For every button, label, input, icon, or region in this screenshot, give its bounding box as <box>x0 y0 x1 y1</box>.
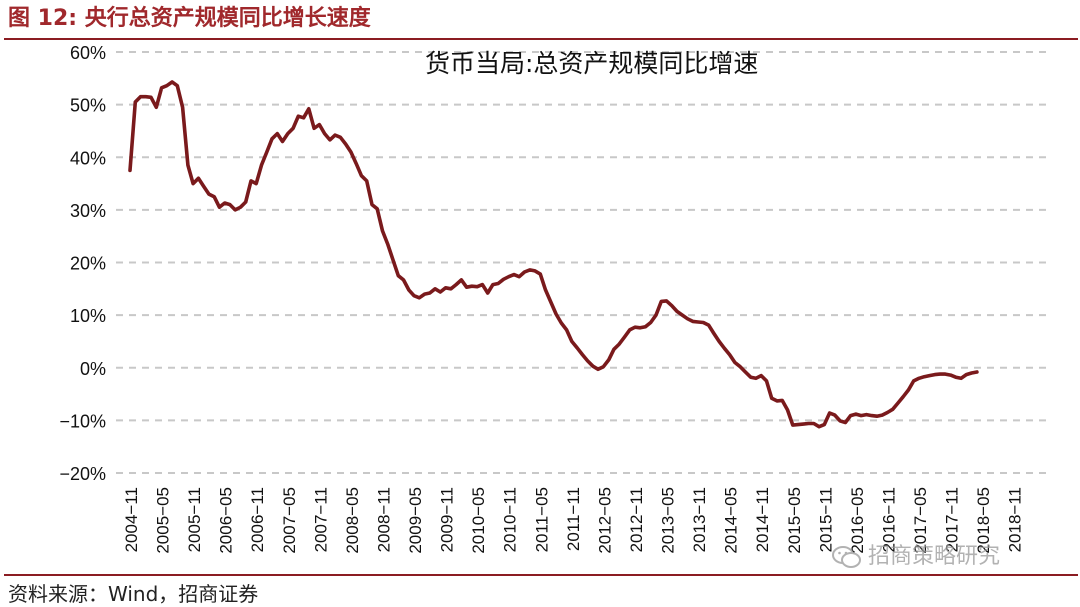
x-tick-label: 2017−11 <box>943 487 962 552</box>
y-tick-label: 0% <box>80 359 106 379</box>
y-tick-label: 10% <box>70 306 106 326</box>
x-tick-label: 2018−05 <box>974 487 993 554</box>
line-chart: −20% −10% 0% 10% 20% 30% 40% 50% 60% 2004−11 2005… <box>59 43 1048 554</box>
x-tick-label: 2007−11 <box>311 487 330 552</box>
watermark: 招商策略研究 <box>832 538 1000 570</box>
series-layer <box>128 80 979 429</box>
x-tick-label: 2017−05 <box>911 487 930 554</box>
x-tick-label: 2011−05 <box>532 487 551 552</box>
y-axis-ticks: −20% −10% 0% 10% 20% 30% 40% 50% 60% <box>59 43 106 484</box>
title-divider <box>4 38 1078 40</box>
x-tick-label: 2014−05 <box>722 487 741 554</box>
wechat-icon <box>832 546 861 568</box>
x-tick-label: 2005−11 <box>185 487 204 552</box>
x-tick-label: 2012−05 <box>595 487 614 554</box>
figure-title: 图 12: 央行总资产规模同比增长速度 <box>8 6 371 31</box>
x-tick-label: 2015−11 <box>816 487 835 552</box>
x-axis-ticks: 2004−11 2005−05 2005−11 2006−05 2006−11 2007−… <box>122 487 1025 554</box>
x-tick-label: 2015−05 <box>785 487 804 554</box>
x-tick-label: 2013−11 <box>690 487 709 552</box>
series-line <box>128 80 979 429</box>
x-tick-label: 2013−05 <box>659 487 678 554</box>
x-tick-label: 2006−11 <box>248 487 267 552</box>
x-tick-label: 2004−11 <box>122 487 141 552</box>
y-tick-label: −10% <box>59 411 106 431</box>
y-tick-label: 50% <box>70 96 106 116</box>
x-tick-label: 2014−11 <box>753 487 772 552</box>
x-tick-label: 2007−05 <box>280 487 299 554</box>
x-tick-label: 2008−11 <box>374 487 393 552</box>
y-tick-label: −20% <box>59 464 106 484</box>
x-tick-label: 2016−05 <box>848 487 867 554</box>
y-tick-label: 60% <box>70 43 106 63</box>
x-tick-label: 2011−11 <box>564 487 583 551</box>
x-tick-label: 2012−11 <box>627 487 646 552</box>
source-note: 资料来源：Wind，招商证券 <box>8 582 259 606</box>
y-tick-label: 30% <box>70 201 106 221</box>
watermark-text: 招商策略研究 <box>868 544 1001 569</box>
x-tick-label: 2018−11 <box>1006 487 1025 552</box>
x-tick-label: 2009−05 <box>406 487 425 554</box>
x-tick-label: 2009−11 <box>438 487 457 552</box>
gridlines <box>116 51 1048 474</box>
x-tick-label: 2006−05 <box>217 487 236 554</box>
x-tick-label: 2016−11 <box>879 487 898 552</box>
chart-title: 货币当局:总资产规模同比增速 <box>425 49 758 78</box>
y-tick-label: 40% <box>70 148 106 168</box>
x-tick-label: 2005−05 <box>154 487 173 554</box>
source-divider <box>4 574 1078 576</box>
y-tick-label: 20% <box>70 254 106 274</box>
x-tick-label: 2008−05 <box>343 487 362 554</box>
x-tick-label: 2010−11 <box>501 487 520 552</box>
x-tick-label: 2010−05 <box>469 487 488 554</box>
